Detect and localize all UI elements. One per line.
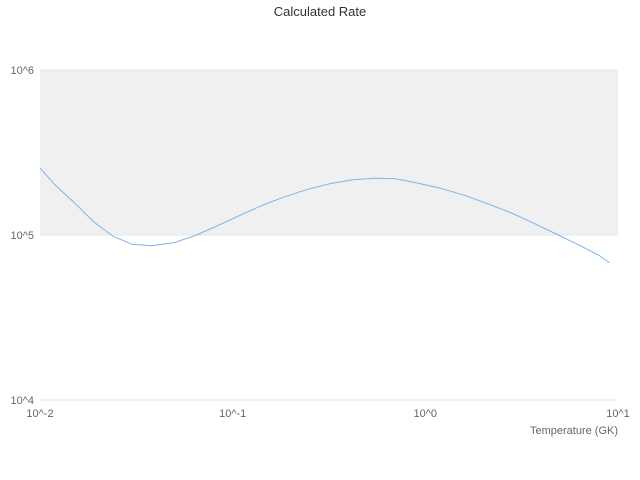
y-tick-label: 10^5: [10, 230, 34, 242]
y-tick-label: 10^6: [10, 65, 34, 77]
chart-title: Calculated Rate: [274, 4, 367, 19]
gridline-layer: [40, 69, 618, 401]
x-tick-label: 10^1: [606, 408, 630, 420]
y-tick-label: 10^4: [10, 395, 34, 407]
x-axis-title: Temperature (GK): [530, 425, 618, 437]
x-tick-label: 10^-2: [26, 408, 53, 420]
x-tick-label: 10^0: [414, 408, 438, 420]
x-tick-label: 10^-1: [219, 408, 246, 420]
series-layer: [39, 167, 610, 264]
plot-band-layer: [40, 70, 618, 235]
tick-label-layer: 10^4 10^5 10^6 10^-2 10^-1 10^0 10^1: [10, 65, 629, 420]
plot-band: [40, 70, 618, 235]
series-line: [39, 167, 610, 264]
